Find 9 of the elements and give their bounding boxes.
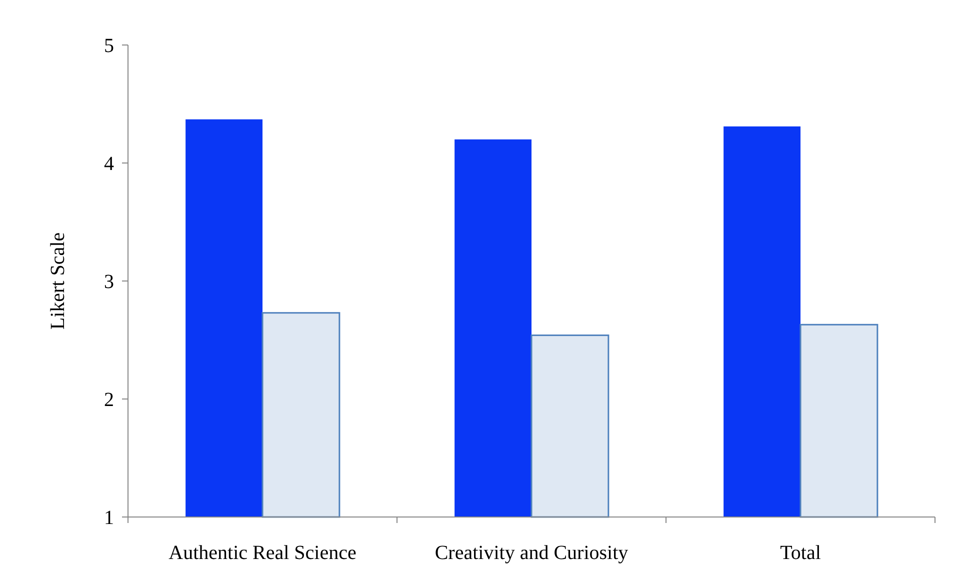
y-axis-title: Likert Scale — [47, 232, 69, 330]
y-tick-label: 2 — [104, 389, 114, 411]
y-tick-label: 5 — [104, 35, 114, 57]
y-tick-label: 3 — [104, 271, 114, 293]
x-tick-label: Total — [780, 542, 822, 564]
x-tick-label: Authentic Real Science — [168, 542, 356, 564]
x-tick-label: Creativity and Curiosity — [434, 542, 628, 564]
y-tick-label: 1 — [104, 507, 114, 529]
y-tick-label: 4 — [104, 153, 114, 175]
